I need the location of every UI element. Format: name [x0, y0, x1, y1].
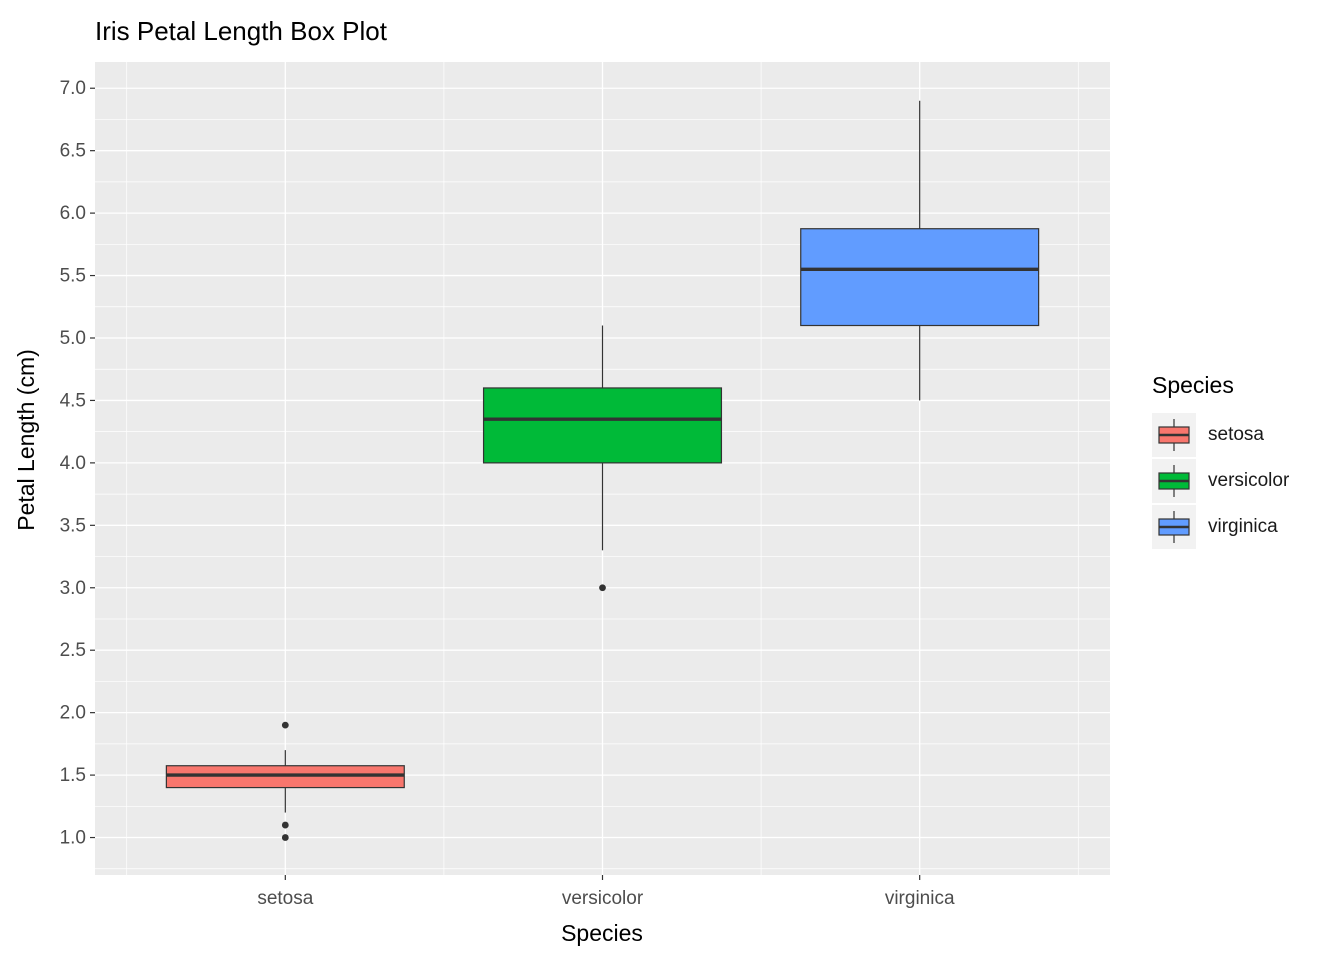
x-tick-label: setosa — [257, 888, 313, 909]
y-axis-title: Petal Length (cm) — [13, 349, 39, 531]
legend-items: setosa versicolor virginica — [1152, 413, 1289, 549]
y-tick-label: 1.5 — [60, 765, 86, 786]
legend-label: virginica — [1208, 516, 1278, 537]
outlier-point — [281, 721, 289, 729]
plot-title: Iris Petal Length Box Plot — [95, 16, 388, 46]
legend-key-boxplot-icon — [1152, 413, 1196, 457]
y-tick-label: 3.0 — [60, 578, 86, 599]
y-tick-label: 5.5 — [60, 266, 86, 287]
box-iqr — [800, 228, 1040, 327]
boxplot-versicolor — [482, 325, 723, 592]
legend-item-virginica: virginica — [1152, 505, 1289, 549]
plot-area: 1.0 1.5 2.0 2.5 3.0 3.5 4.0 4.5 5.0 5.5 6.0 6.5 7.0 s… — [60, 62, 1110, 909]
legend-label: setosa — [1208, 424, 1264, 445]
y-tick-label: 3.5 — [60, 515, 86, 536]
y-tick-label: 2.0 — [60, 703, 86, 724]
outlier-point — [281, 834, 289, 841]
outlier-point — [599, 584, 606, 592]
box-iqr — [482, 387, 723, 464]
y-tick-label: 6.5 — [60, 141, 86, 162]
legend-key-boxplot-icon — [1152, 459, 1196, 503]
y-tick-label: 6.0 — [60, 203, 86, 224]
y-tick-label: 4.5 — [60, 390, 86, 411]
outlier-point — [281, 821, 289, 829]
legend-key-boxplot-icon — [1152, 505, 1196, 549]
legend-item-setosa: setosa — [1152, 413, 1289, 457]
legend-item-versicolor: versicolor — [1152, 459, 1289, 503]
y-tick-label: 2.5 — [60, 640, 86, 661]
boxplot-virginica — [800, 100, 1040, 401]
boxplot-setosa — [165, 721, 405, 841]
y-tick-label: 1.0 — [60, 828, 86, 849]
legend-label: versicolor — [1208, 470, 1290, 491]
legend: Species setosa versicolor virginica — [1152, 372, 1289, 551]
y-tick-label: 7.0 — [60, 78, 86, 99]
x-tick-label: versicolor — [562, 888, 644, 909]
legend-title: Species — [1152, 372, 1234, 398]
y-tick-label: 5.0 — [60, 328, 86, 349]
y-tick-label: 4.0 — [60, 453, 86, 474]
x-axis-title: Species — [561, 920, 643, 946]
x-tick-label: virginica — [885, 888, 955, 909]
